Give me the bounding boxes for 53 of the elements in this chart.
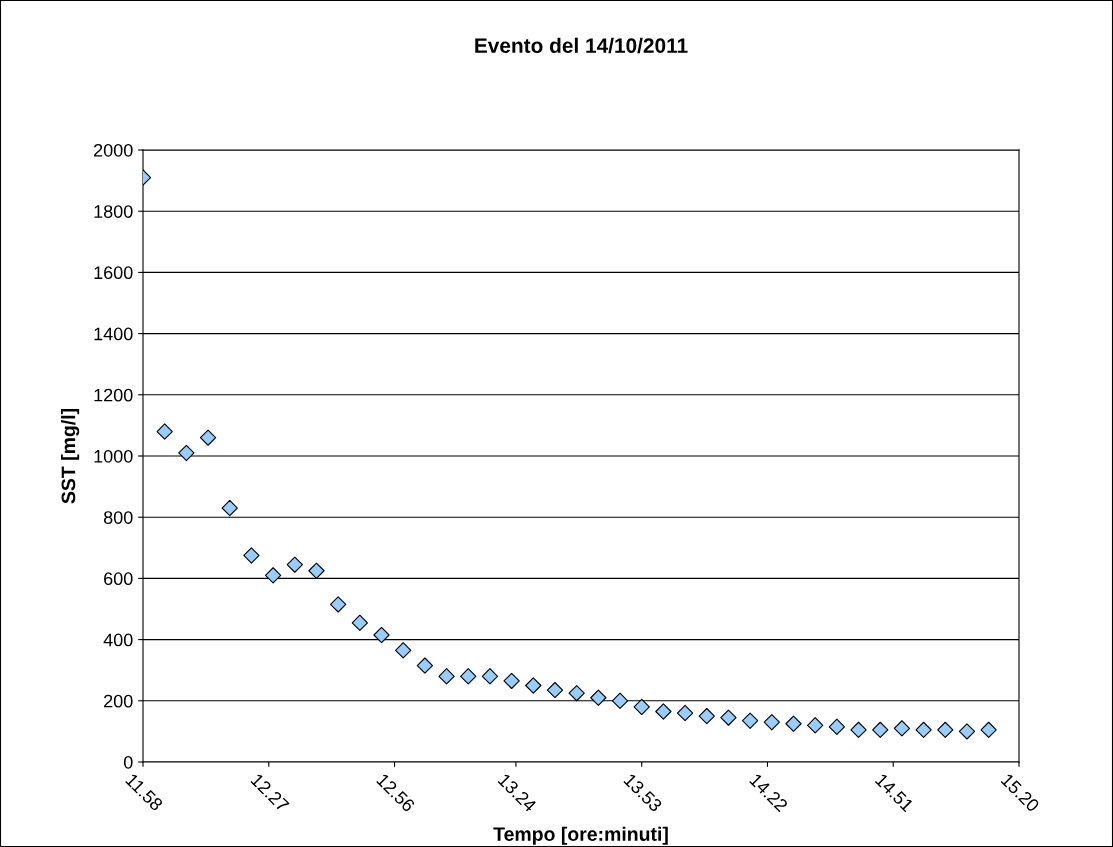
y-axis-title: SST [mg/l] [61,409,80,504]
point [373,626,390,644]
point [329,596,347,613]
point [416,657,434,674]
point [243,547,260,564]
point [807,717,824,734]
point [286,556,303,573]
point [481,668,499,685]
point [221,499,238,517]
point [893,720,911,737]
y-tick-label: 800 [103,511,133,524]
point [850,721,867,739]
y-tick-label: 1800 [94,205,133,218]
point [958,723,976,740]
point [720,709,737,726]
point [655,703,672,720]
point [590,689,607,706]
chart-title: Evento del 14/10/2011 [475,37,688,54]
point [676,704,694,722]
y-tick-label: 200 [104,694,133,708]
point [828,718,846,735]
y-tick-label: 2000 [94,143,133,157]
y-tick-label: 1200 [94,388,133,402]
y-tick-label: 1400 [94,327,133,341]
y-tick-label: 0 [123,755,133,769]
point [785,715,802,732]
point [611,692,629,709]
point [395,642,412,659]
point [980,721,997,739]
point [503,672,520,690]
point [633,698,650,716]
point [741,712,759,729]
point [178,444,195,462]
point [872,721,889,739]
point [308,562,325,579]
point [568,684,585,702]
y-tick-label: 1000 [94,449,133,463]
point [438,668,455,685]
y-tick-label: 400 [103,633,133,647]
point [763,714,780,731]
point [156,423,173,440]
point [264,567,282,584]
point [937,721,954,739]
point [698,707,715,725]
point [460,668,477,685]
y-tick-label: 1600 [94,266,133,280]
point [546,681,564,699]
point [525,677,542,694]
point [351,614,368,631]
point [915,721,932,739]
x-axis-title: Tempo [ore:minuti] [493,826,668,845]
y-tick-label: 600 [104,572,133,586]
point [199,429,217,446]
